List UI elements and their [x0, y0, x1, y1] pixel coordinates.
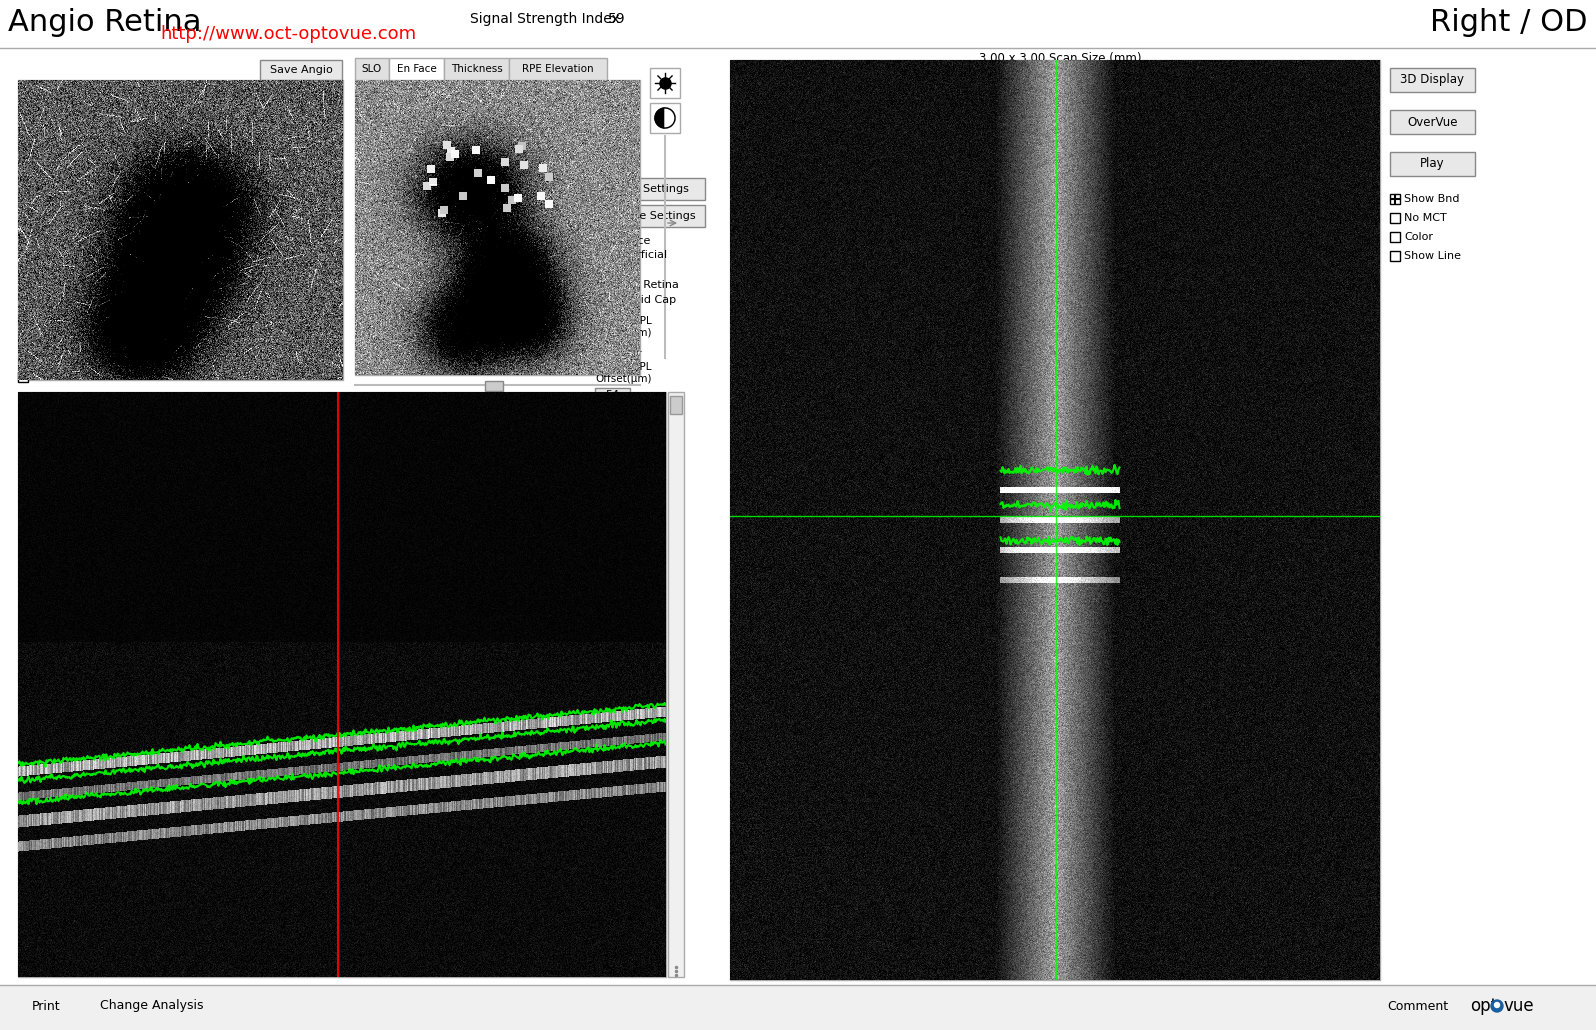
Bar	[729, 60, 1381, 980]
Bar	[670, 396, 681, 414]
FancyBboxPatch shape	[260, 60, 342, 80]
Text: vue: vue	[1503, 997, 1535, 1015]
Bar	[389, 58, 444, 80]
Bar	[18, 372, 29, 382]
Bar	[485, 381, 503, 391]
FancyBboxPatch shape	[595, 205, 705, 227]
FancyBboxPatch shape	[1390, 110, 1475, 134]
Bar	[650, 68, 680, 98]
Text: SLO: SLO	[362, 64, 381, 74]
Text: Comment: Comment	[1387, 999, 1448, 1012]
FancyBboxPatch shape	[595, 342, 630, 357]
Text: 149: 149	[365, 94, 391, 107]
Text: Thickness: Thickness	[450, 64, 503, 74]
Text: 59: 59	[608, 12, 626, 26]
FancyBboxPatch shape	[1390, 68, 1475, 92]
Bar	[1390, 251, 1400, 261]
Text: Right / OD: Right / OD	[1430, 8, 1588, 37]
Text: http://www.oct-optovue.com: http://www.oct-optovue.com	[160, 25, 417, 43]
Wedge shape	[666, 108, 675, 128]
FancyBboxPatch shape	[93, 993, 212, 1019]
Circle shape	[1494, 1002, 1500, 1007]
Text: Angio Retina: Angio Retina	[8, 8, 201, 37]
Text: Lower - IPL: Lower - IPL	[595, 362, 651, 372]
Bar	[1390, 232, 1400, 242]
Bar	[444, 58, 509, 80]
Text: Change Analysis: Change Analysis	[101, 999, 204, 1012]
Circle shape	[1491, 1000, 1503, 1012]
Text: OverVue: OverVue	[1408, 115, 1457, 129]
Text: Signal Strength Index: Signal Strength Index	[469, 12, 619, 26]
Text: 54: 54	[605, 390, 619, 401]
Bar	[354, 80, 640, 375]
Circle shape	[595, 266, 603, 274]
Text: Offset(μm): Offset(μm)	[595, 374, 651, 384]
Bar	[669, 392, 685, 977]
Text: Save Angio: Save Angio	[270, 65, 332, 75]
FancyBboxPatch shape	[10, 993, 81, 1019]
Text: Show Bnd: Show Bnd	[1404, 194, 1459, 204]
Text: RPE Elevation: RPE Elevation	[522, 64, 594, 74]
Text: Choroid Cap: Choroid Cap	[608, 295, 677, 305]
Text: Save Settings: Save Settings	[611, 184, 688, 194]
Bar	[1390, 194, 1400, 204]
Circle shape	[654, 108, 675, 128]
Text: 3D Display: 3D Display	[1401, 73, 1465, 87]
Text: Restore Settings: Restore Settings	[605, 211, 696, 221]
Text: 3.00 x 3.00 Scan Size (mm): 3.00 x 3.00 Scan Size (mm)	[978, 52, 1141, 65]
Bar	[18, 392, 666, 977]
Text: Upper - IPL: Upper - IPL	[595, 316, 651, 327]
Text: Play: Play	[1420, 158, 1444, 171]
Text: Flatten Bnd: Flatten Bnd	[32, 372, 96, 382]
Text: Superficial: Superficial	[608, 250, 667, 260]
FancyBboxPatch shape	[1376, 993, 1460, 1019]
Text: Reference: Reference	[595, 236, 651, 246]
FancyBboxPatch shape	[595, 178, 705, 200]
Circle shape	[595, 251, 603, 259]
Text: Color: Color	[1404, 232, 1433, 242]
Text: 0: 0	[610, 344, 616, 354]
Text: No MCT: No MCT	[1404, 213, 1446, 224]
Circle shape	[597, 268, 603, 273]
Bar	[18, 80, 343, 380]
Bar	[0, 0, 1596, 48]
Bar	[354, 58, 389, 80]
Text: Print: Print	[32, 999, 61, 1012]
Bar	[509, 58, 606, 80]
Text: Show Line: Show Line	[1404, 251, 1460, 261]
Bar	[650, 103, 680, 133]
Text: Outer Retina: Outer Retina	[608, 280, 678, 290]
Text: opt: opt	[1470, 997, 1497, 1015]
Text: ...: ...	[634, 344, 643, 354]
Text: Deep: Deep	[608, 265, 637, 275]
FancyBboxPatch shape	[1390, 152, 1475, 176]
FancyBboxPatch shape	[595, 388, 630, 403]
Text: 154: 154	[361, 235, 386, 248]
Circle shape	[595, 296, 603, 304]
Text: Offset(μm): Offset(μm)	[595, 328, 651, 338]
Text: En Face: En Face	[397, 64, 436, 74]
Bar	[0, 985, 1596, 1030]
Circle shape	[595, 281, 603, 289]
Text: ...: ...	[634, 390, 643, 400]
Bar	[1390, 213, 1400, 224]
Text: angioFLOW: angioFLOW	[24, 366, 94, 376]
